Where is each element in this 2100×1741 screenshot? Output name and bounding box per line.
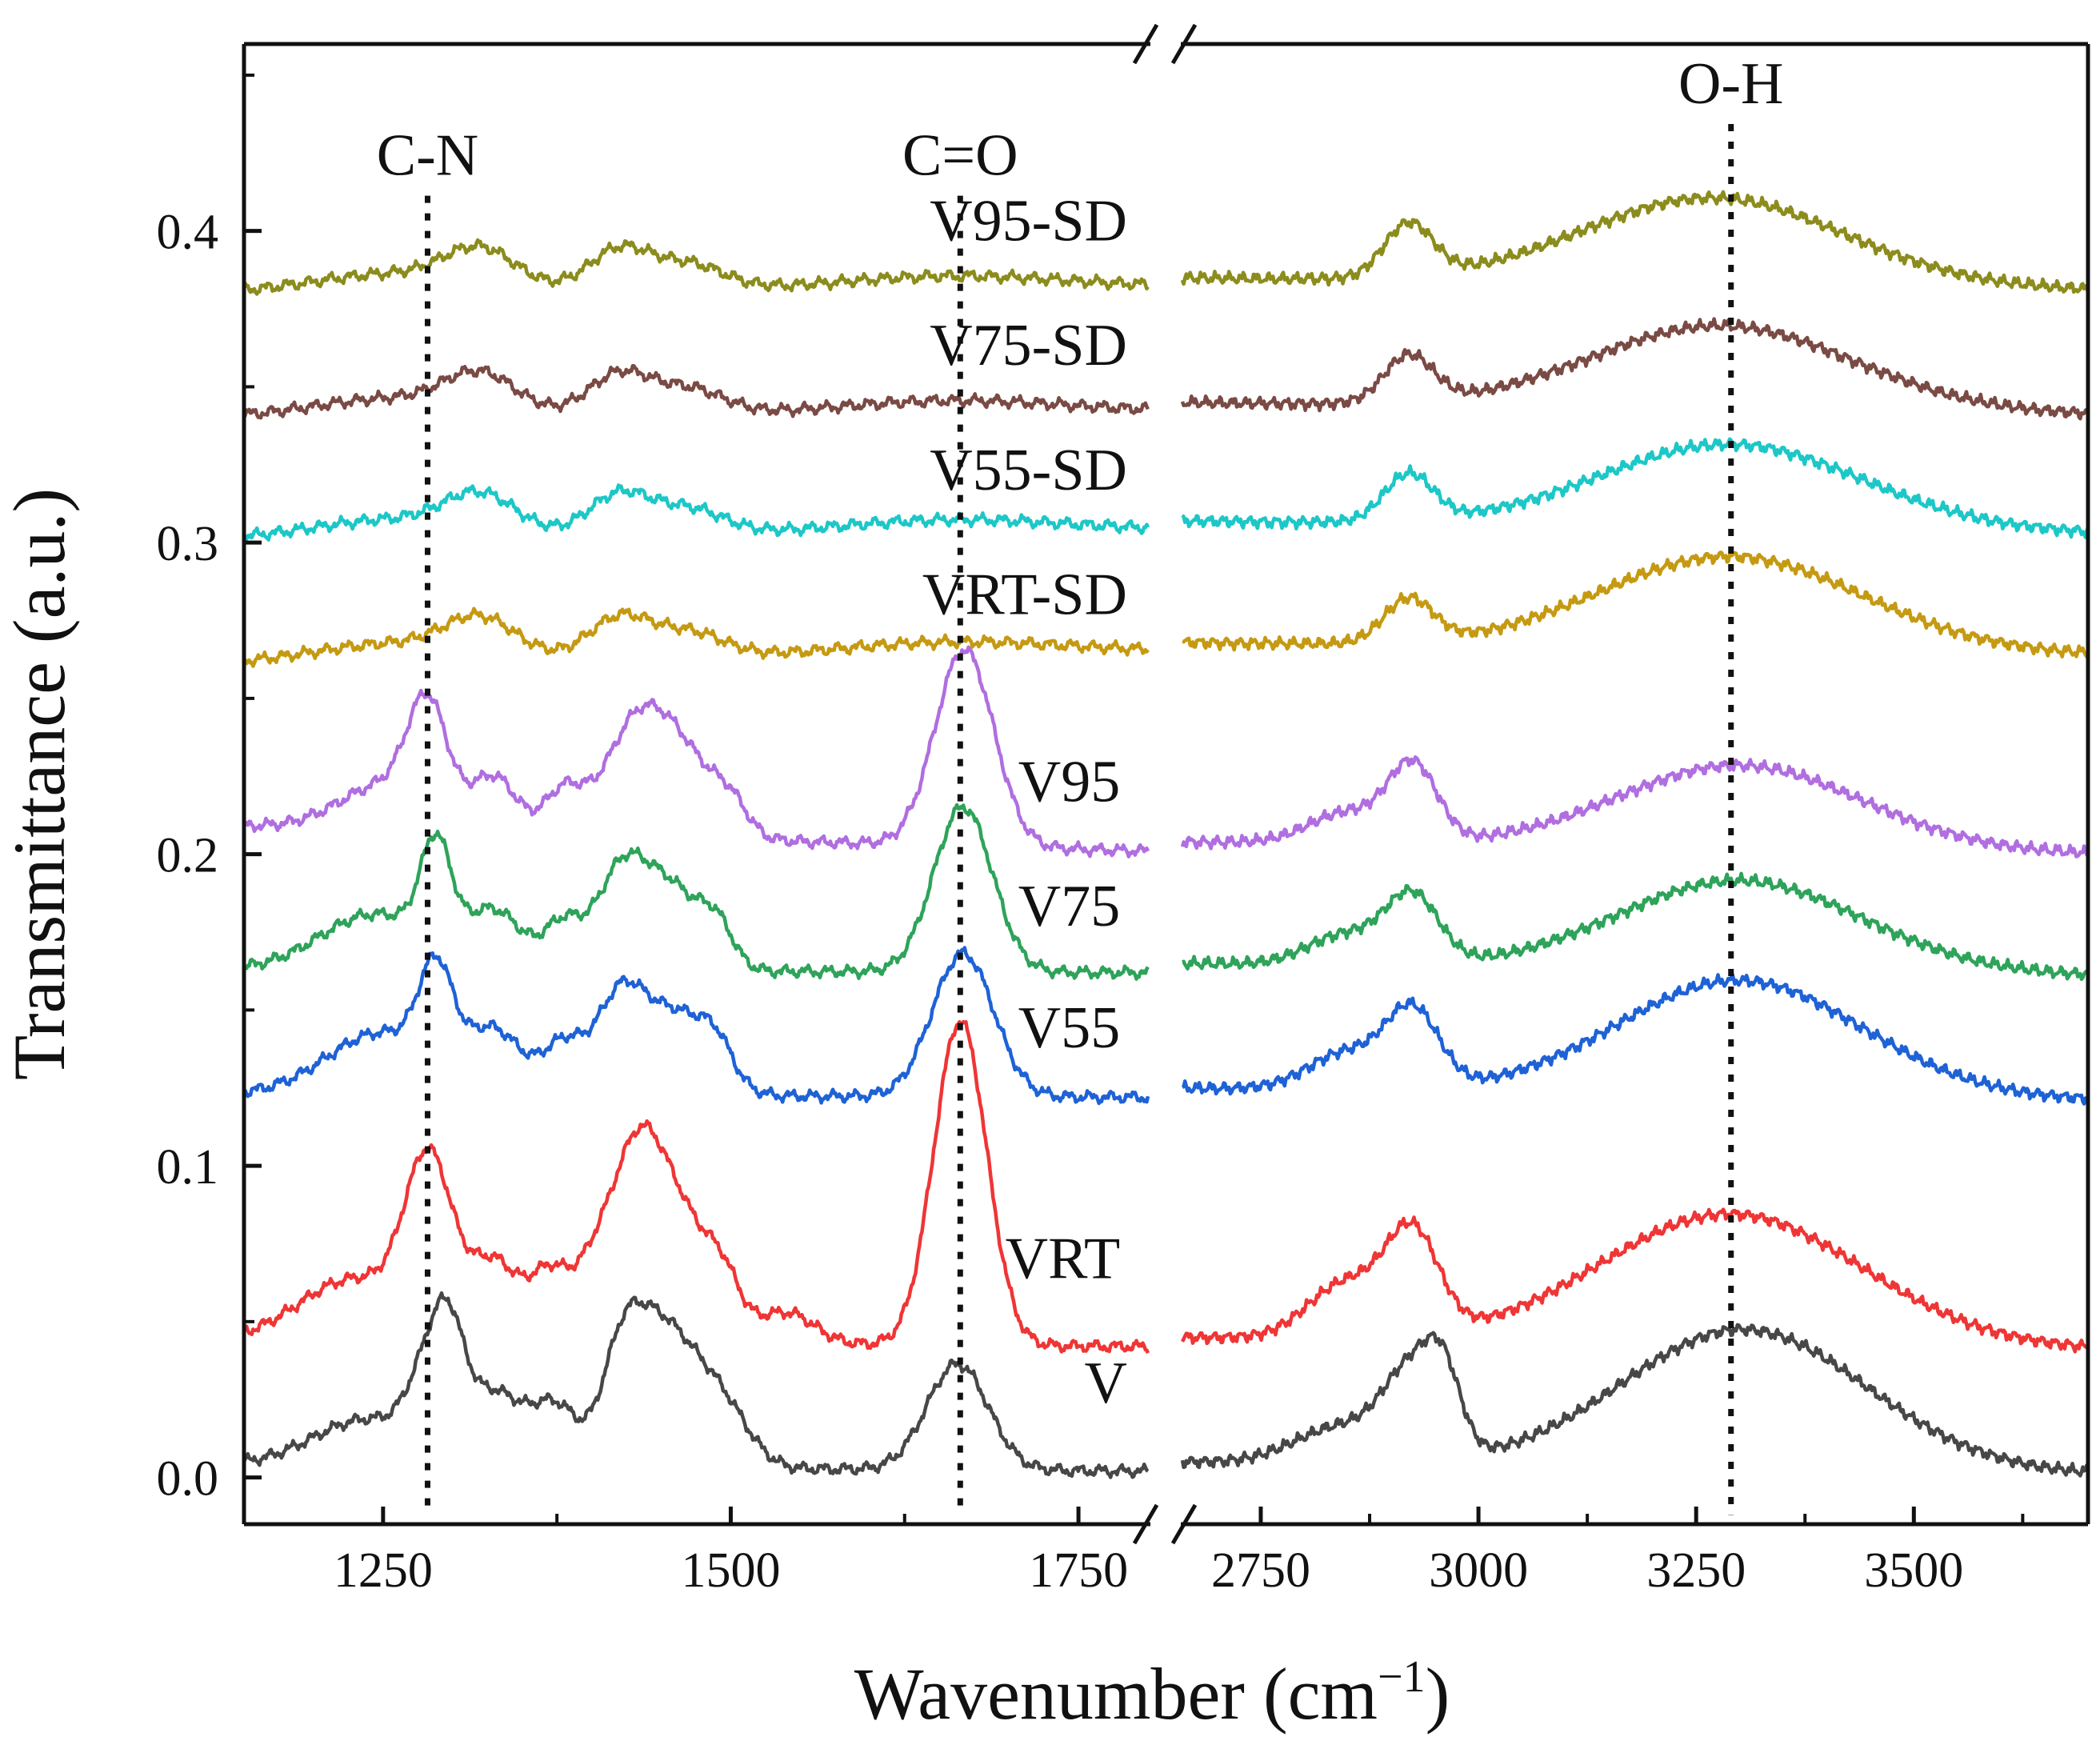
series-line-v75-left bbox=[242, 802, 1150, 981]
x-axis-title-superscript: −1 bbox=[1378, 1652, 1426, 1702]
series-line-v55-sd-left bbox=[242, 483, 1150, 544]
series-line-vrt-sd-left bbox=[243, 606, 1150, 668]
series-line-v-right bbox=[1180, 1323, 2090, 1478]
axis-break-slash bbox=[1132, 23, 1159, 65]
series-v: V bbox=[242, 1291, 2090, 1479]
x-axis-title-main: Wavenumber (cm bbox=[854, 1653, 1378, 1735]
x-tick-label: 1500 bbox=[681, 1543, 780, 1598]
axis-break-gap bbox=[1152, 1508, 1179, 1540]
series-line-v-left bbox=[242, 1291, 1150, 1479]
series-line-v75-sd-right bbox=[1180, 317, 2090, 421]
y-tick-label: 0.4 bbox=[157, 206, 219, 260]
x-tick-label: 1750 bbox=[1029, 1543, 1128, 1598]
series-label-v75: V75 bbox=[1018, 874, 1120, 939]
axis-break-gap bbox=[1152, 28, 1179, 60]
x-tick-label: 3000 bbox=[1429, 1543, 1528, 1598]
series-line-v55-sd-right bbox=[1181, 437, 2090, 539]
axis-break-slash bbox=[1170, 1503, 1198, 1545]
series-label-vrt: VRT bbox=[1006, 1226, 1121, 1291]
series-layer: V VRT V55 V75 V95 VRT-SD V55-SD V75-SD V95-SD bbox=[242, 188, 2090, 1479]
series-label-v55: V55 bbox=[1018, 995, 1120, 1061]
series-line-vrt-left bbox=[242, 1019, 1150, 1355]
y-tick-label: 0.1 bbox=[157, 1140, 219, 1195]
series-line-v95-sd-right bbox=[1180, 190, 2090, 294]
series-v75: V75 bbox=[242, 802, 2090, 982]
x-axis-title-close: ) bbox=[1426, 1653, 1450, 1735]
series-label-v: V bbox=[1084, 1351, 1126, 1416]
y-tick-label: 0.0 bbox=[157, 1452, 219, 1507]
x-tick-label: 1250 bbox=[334, 1543, 433, 1598]
annotation-label-o-h: O-H bbox=[1678, 51, 1784, 117]
series-vrt: VRT bbox=[242, 1019, 2090, 1355]
series-line-v95-right bbox=[1180, 755, 2090, 858]
annotation-label-c=o: C=O bbox=[902, 123, 1018, 189]
series-line-v95-left bbox=[242, 645, 1150, 858]
series-label-v95: V95 bbox=[1018, 749, 1120, 814]
x-tick-label: 3250 bbox=[1646, 1543, 1746, 1598]
axis-break-layer bbox=[1132, 23, 1198, 1545]
plot-area: V VRT V55 V75 V95 VRT-SD V55-SD V75-SD V95-SD C-… bbox=[157, 23, 2090, 1598]
series-v55-sd: V55-SD bbox=[242, 437, 2090, 544]
axis-break-top bbox=[1132, 23, 1198, 65]
y-tick-label: 0.2 bbox=[157, 829, 219, 883]
y-axis-title: Transmittance (a.u.) bbox=[0, 488, 80, 1080]
series-line-vrt-sd-right bbox=[1182, 550, 2090, 659]
annotation-label-c-n: C-N bbox=[377, 123, 478, 189]
series-v95: V95 bbox=[242, 645, 2090, 858]
series-v55: V55 bbox=[242, 946, 2090, 1106]
x-tick-label: 2750 bbox=[1211, 1543, 1310, 1598]
x-axis-title: Wavenumber (cm−1) bbox=[854, 1652, 1450, 1735]
series-line-v75-right bbox=[1182, 871, 2090, 982]
annotation-layer: C-N C=O O-H bbox=[377, 51, 1784, 1515]
series-line-v55-right bbox=[1181, 971, 2090, 1106]
series-line-vrt-right bbox=[1180, 1207, 2090, 1354]
series-v95-sd: V95-SD bbox=[242, 188, 2090, 296]
series-line-v55-left bbox=[242, 946, 1150, 1106]
axis-layer: 0.0 0.1 0.2 0.3 0.4 1250 1500 1750 2750 3000 3250 3… bbox=[157, 42, 2090, 1598]
axis-break-slash bbox=[1170, 23, 1198, 65]
series-vrt-sd: VRT-SD bbox=[243, 550, 2090, 668]
axis-break-slash bbox=[1132, 1503, 1159, 1545]
series-v75-sd: V75-SD bbox=[242, 313, 2090, 421]
axis-break-bottom bbox=[1132, 1503, 1198, 1545]
series-label-vrt-sd: VRT-SD bbox=[922, 562, 1127, 628]
series-line-v75-sd-left bbox=[242, 363, 1150, 420]
series-line-v95-sd-left bbox=[242, 238, 1150, 296]
y-tick-label: 0.3 bbox=[157, 517, 219, 571]
x-tick-label: 3500 bbox=[1864, 1543, 1963, 1598]
